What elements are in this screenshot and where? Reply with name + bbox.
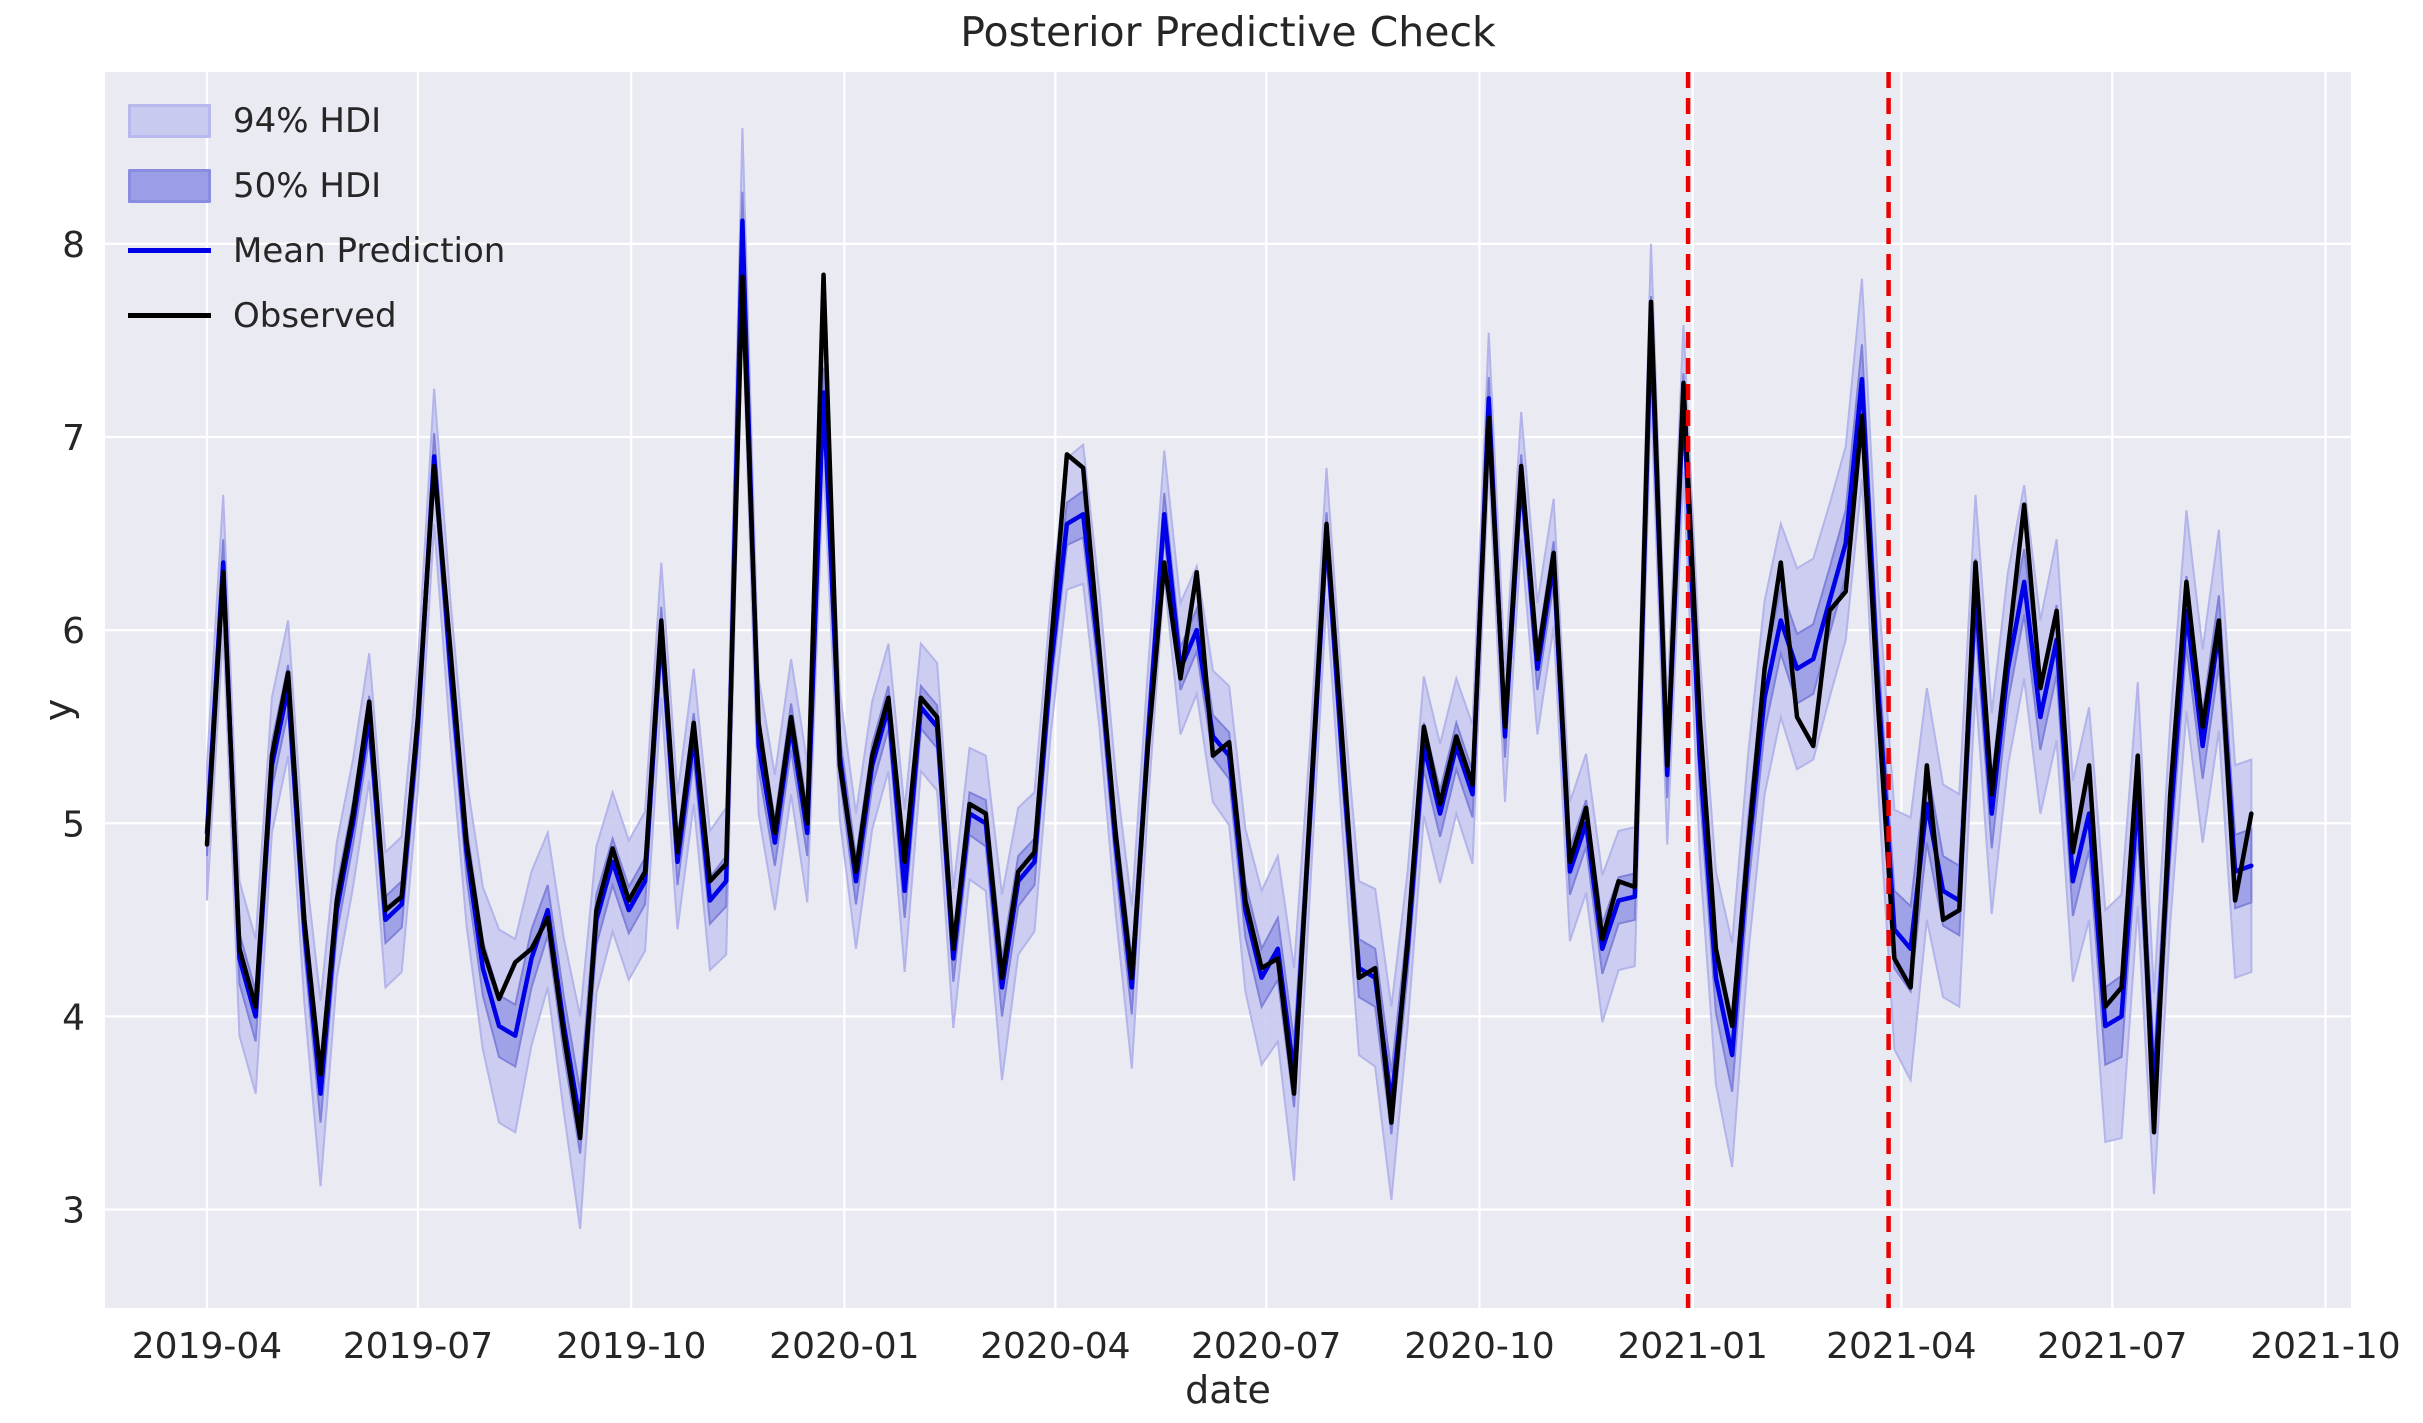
legend-label: 94% HDI bbox=[233, 100, 382, 141]
y-tick-label: 5 bbox=[62, 804, 85, 845]
x-tick-label: 2019-07 bbox=[343, 1326, 493, 1367]
y-tick-label: 4 bbox=[62, 997, 85, 1038]
legend: 94% HDI 50% HDI Mean Prediction Observed bbox=[128, 88, 505, 348]
x-tick-label: 2021-10 bbox=[2250, 1326, 2400, 1367]
legend-item-mean: Mean Prediction bbox=[128, 218, 505, 283]
legend-item-observed: Observed bbox=[128, 283, 505, 348]
y-tick-label: 8 bbox=[62, 225, 85, 266]
legend-item-hdi94: 94% HDI bbox=[128, 88, 505, 153]
x-axis-label: date bbox=[1185, 1368, 1271, 1412]
observed-line bbox=[204, 272, 2254, 1141]
chart-title: Posterior Predictive Check bbox=[960, 8, 1496, 56]
legend-label: 50% HDI bbox=[233, 165, 382, 206]
x-tick-label: 2020-04 bbox=[980, 1326, 1130, 1367]
x-tick-label: 2021-04 bbox=[1826, 1326, 1976, 1367]
legend-label: Mean Prediction bbox=[233, 230, 506, 271]
y-axis-label: y bbox=[36, 698, 80, 722]
x-tick-label: 2019-10 bbox=[556, 1326, 706, 1367]
x-tick-label: 2019-04 bbox=[132, 1326, 282, 1367]
observed-line-swatch-icon bbox=[128, 313, 211, 318]
mean-line-swatch-icon bbox=[128, 248, 211, 253]
y-tick-label: 3 bbox=[62, 1191, 85, 1232]
y-tick-label: 7 bbox=[62, 418, 85, 459]
x-tick-label: 2020-10 bbox=[1404, 1326, 1554, 1367]
x-tick-label: 2021-07 bbox=[2037, 1326, 2187, 1367]
hdi50-band-swatch-icon bbox=[128, 168, 211, 203]
x-tick-label: 2021-01 bbox=[1618, 1326, 1768, 1367]
y-tick-label: 6 bbox=[62, 611, 85, 652]
legend-item-hdi50: 50% HDI bbox=[128, 153, 505, 218]
x-tick-label: 2020-07 bbox=[1191, 1326, 1341, 1367]
x-tick-label: 2020-01 bbox=[769, 1326, 919, 1367]
legend-label: Observed bbox=[233, 295, 397, 336]
hdi94-band-swatch-icon bbox=[128, 103, 211, 138]
